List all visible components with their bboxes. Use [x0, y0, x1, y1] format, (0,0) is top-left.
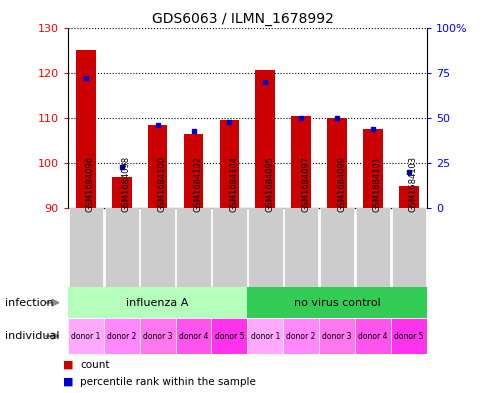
- Bar: [104, 318, 139, 354]
- Text: GSM1684100: GSM1684100: [157, 156, 166, 212]
- Bar: [283, 208, 318, 287]
- Text: GSM1684097: GSM1684097: [301, 156, 310, 212]
- Text: GSM1684099: GSM1684099: [336, 156, 346, 212]
- Text: GDS6063 / ILMN_1678992: GDS6063 / ILMN_1678992: [151, 12, 333, 26]
- Bar: [283, 318, 318, 354]
- Bar: [291, 116, 310, 208]
- Bar: [68, 318, 104, 354]
- Text: influenza A: influenza A: [126, 298, 188, 308]
- Bar: [76, 50, 95, 208]
- Bar: [319, 208, 354, 287]
- Text: donor 3: donor 3: [322, 332, 351, 340]
- Bar: [219, 120, 239, 208]
- Text: GSM1684098: GSM1684098: [121, 156, 131, 212]
- Bar: [212, 208, 246, 287]
- Text: count: count: [80, 360, 109, 370]
- Bar: [139, 318, 175, 354]
- Text: donor 3: donor 3: [143, 332, 172, 340]
- Text: percentile rank within the sample: percentile rank within the sample: [80, 377, 256, 387]
- Bar: [391, 208, 425, 287]
- Text: GSM1684096: GSM1684096: [86, 156, 95, 212]
- Bar: [398, 185, 418, 208]
- Bar: [176, 208, 211, 287]
- Text: donor 5: donor 5: [393, 332, 423, 340]
- Bar: [247, 208, 282, 287]
- Text: donor 4: donor 4: [358, 332, 387, 340]
- Bar: [104, 208, 139, 287]
- Bar: [112, 177, 131, 208]
- Bar: [68, 287, 247, 318]
- Bar: [247, 287, 426, 318]
- Text: GSM1684102: GSM1684102: [193, 156, 202, 212]
- Bar: [255, 70, 274, 208]
- Bar: [247, 318, 283, 354]
- Bar: [327, 118, 346, 208]
- Text: no virus control: no virus control: [293, 298, 379, 308]
- Bar: [148, 125, 167, 208]
- Bar: [363, 129, 382, 208]
- Text: donor 2: donor 2: [286, 332, 315, 340]
- Bar: [175, 318, 211, 354]
- Text: GSM1684103: GSM1684103: [408, 156, 417, 212]
- Text: GSM1684104: GSM1684104: [229, 156, 238, 212]
- Bar: [68, 208, 103, 287]
- Bar: [354, 318, 390, 354]
- Bar: [318, 318, 354, 354]
- Text: donor 2: donor 2: [107, 332, 136, 340]
- Text: ■: ■: [63, 360, 74, 370]
- Bar: [140, 208, 175, 287]
- Bar: [355, 208, 390, 287]
- Text: donor 1: donor 1: [250, 332, 279, 340]
- Text: GSM1684101: GSM1684101: [372, 156, 381, 212]
- Bar: [211, 318, 247, 354]
- Text: donor 4: donor 4: [179, 332, 208, 340]
- Text: donor 5: donor 5: [214, 332, 243, 340]
- Text: individual: individual: [5, 331, 59, 341]
- Text: GSM1684095: GSM1684095: [265, 156, 274, 212]
- Bar: [183, 134, 203, 208]
- Text: infection: infection: [5, 298, 53, 308]
- Bar: [390, 318, 426, 354]
- Text: donor 1: donor 1: [71, 332, 100, 340]
- Text: ■: ■: [63, 377, 74, 387]
